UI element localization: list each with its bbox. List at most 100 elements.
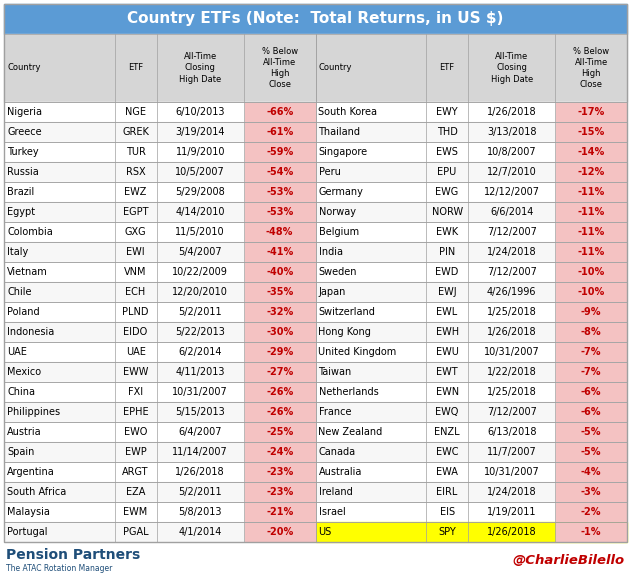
Text: 4/26/1996: 4/26/1996 xyxy=(487,287,536,297)
Bar xyxy=(245,263,314,281)
Bar xyxy=(4,142,316,162)
Text: Mexico: Mexico xyxy=(7,367,41,377)
Bar xyxy=(4,322,316,342)
Text: EWQ: EWQ xyxy=(435,407,459,417)
Text: 1/25/2018: 1/25/2018 xyxy=(487,307,536,317)
Bar xyxy=(316,302,627,322)
Bar xyxy=(245,223,314,241)
Bar xyxy=(557,503,626,521)
Text: 10/31/2007: 10/31/2007 xyxy=(172,387,228,397)
Bar xyxy=(316,502,627,522)
Text: -7%: -7% xyxy=(581,367,601,377)
Text: 5/29/2008: 5/29/2008 xyxy=(175,187,225,197)
Text: VNM: VNM xyxy=(124,267,147,277)
Text: -20%: -20% xyxy=(266,527,293,537)
Text: EWZ: EWZ xyxy=(124,187,147,197)
Text: -3%: -3% xyxy=(581,487,601,497)
Bar xyxy=(316,202,627,222)
Text: 3/19/2014: 3/19/2014 xyxy=(175,127,225,137)
Text: Nigeria: Nigeria xyxy=(7,107,42,117)
Text: Country: Country xyxy=(7,63,40,73)
Bar xyxy=(4,242,316,262)
Text: India: India xyxy=(319,247,343,257)
Bar xyxy=(245,143,314,161)
Bar xyxy=(316,402,627,422)
Text: UAE: UAE xyxy=(7,347,27,357)
Bar xyxy=(316,522,627,542)
Bar xyxy=(245,423,314,441)
Bar xyxy=(4,402,316,422)
Text: -11%: -11% xyxy=(577,247,604,257)
Bar xyxy=(4,182,316,202)
Text: GREK: GREK xyxy=(122,127,149,137)
Bar xyxy=(245,463,314,481)
Text: EWH: EWH xyxy=(435,327,459,337)
Bar xyxy=(557,483,626,501)
Bar xyxy=(4,462,316,482)
Text: Taiwan: Taiwan xyxy=(319,367,351,377)
Text: -54%: -54% xyxy=(266,167,293,177)
Text: EWU: EWU xyxy=(435,347,459,357)
Text: -27%: -27% xyxy=(266,367,293,377)
Bar xyxy=(245,123,314,141)
Bar xyxy=(316,382,627,402)
Text: -8%: -8% xyxy=(581,327,601,337)
Bar xyxy=(316,262,627,282)
Text: All-Time
Closing
High Date: All-Time Closing High Date xyxy=(491,52,533,84)
Text: 1/22/2018: 1/22/2018 xyxy=(487,367,536,377)
Text: 4/11/2013: 4/11/2013 xyxy=(175,367,225,377)
Text: -9%: -9% xyxy=(581,307,601,317)
Text: Argentina: Argentina xyxy=(7,467,55,477)
Text: EWN: EWN xyxy=(435,387,459,397)
Text: EIS: EIS xyxy=(440,507,455,517)
Bar xyxy=(4,282,316,302)
Text: EIRL: EIRL xyxy=(437,487,458,497)
Bar xyxy=(557,523,626,541)
Text: -11%: -11% xyxy=(577,187,604,197)
Text: -6%: -6% xyxy=(581,387,601,397)
Text: -61%: -61% xyxy=(266,127,293,137)
Text: Hong Kong: Hong Kong xyxy=(319,327,372,337)
Text: Chile: Chile xyxy=(7,287,32,297)
Text: -48%: -48% xyxy=(266,227,293,237)
Text: Greece: Greece xyxy=(7,127,42,137)
Text: -53%: -53% xyxy=(266,187,293,197)
Text: 5/8/2013: 5/8/2013 xyxy=(179,507,222,517)
Text: Sweden: Sweden xyxy=(319,267,357,277)
Text: -23%: -23% xyxy=(266,467,293,477)
Bar xyxy=(245,523,314,541)
Text: SPY: SPY xyxy=(439,527,456,537)
Text: NORW: NORW xyxy=(432,207,463,217)
Bar xyxy=(316,162,627,182)
Bar xyxy=(245,303,314,321)
Bar xyxy=(557,303,626,321)
Text: -59%: -59% xyxy=(266,147,293,157)
Text: EPHE: EPHE xyxy=(123,407,148,417)
Text: All-Time
Closing
High Date: All-Time Closing High Date xyxy=(179,52,221,84)
Text: -40%: -40% xyxy=(266,267,293,277)
Text: -2%: -2% xyxy=(581,507,601,517)
Text: -11%: -11% xyxy=(577,227,604,237)
Text: Malaysia: Malaysia xyxy=(7,507,50,517)
Text: 5/22/2013: 5/22/2013 xyxy=(175,327,225,337)
Bar xyxy=(557,163,626,181)
Bar xyxy=(316,422,627,442)
Text: EWP: EWP xyxy=(125,447,146,457)
Text: Australia: Australia xyxy=(319,467,362,477)
Text: France: France xyxy=(319,407,351,417)
Text: -30%: -30% xyxy=(266,327,293,337)
Bar xyxy=(316,442,627,462)
Text: China: China xyxy=(7,387,35,397)
Text: % Below
All-Time
High
Close: % Below All-Time High Close xyxy=(262,47,298,89)
Bar xyxy=(316,462,627,482)
Bar xyxy=(245,403,314,421)
Text: Switzerland: Switzerland xyxy=(319,307,375,317)
Bar xyxy=(245,243,314,261)
Text: 6/13/2018: 6/13/2018 xyxy=(487,427,536,437)
Text: 7/12/2007: 7/12/2007 xyxy=(487,227,537,237)
Text: Spain: Spain xyxy=(7,447,34,457)
Text: NGE: NGE xyxy=(125,107,146,117)
Text: THD: THD xyxy=(437,127,457,137)
Bar xyxy=(316,34,627,102)
Text: -4%: -4% xyxy=(581,467,601,477)
